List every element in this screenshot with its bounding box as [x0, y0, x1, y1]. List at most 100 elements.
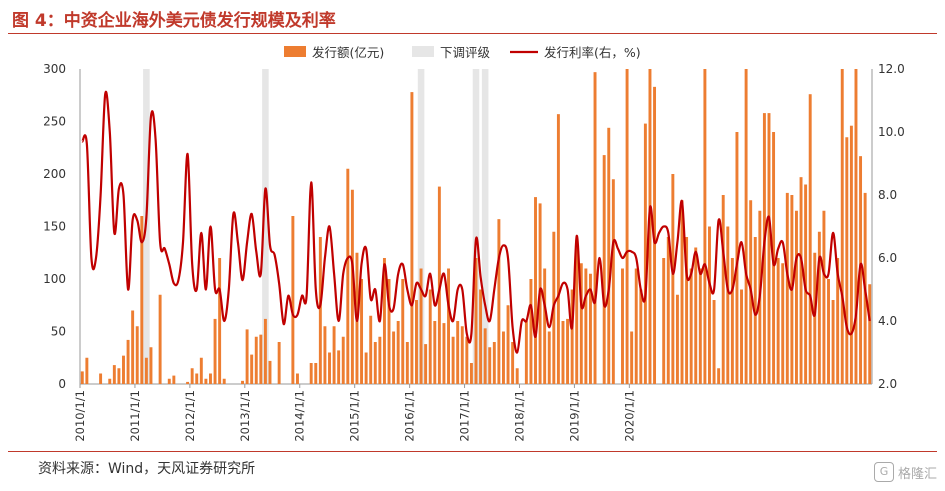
issuance-bar: [190, 368, 194, 384]
issuance-bar: [502, 331, 505, 384]
issuance-bar: [675, 294, 679, 384]
issuance-bar: [511, 342, 515, 384]
issuance-bar: [643, 123, 647, 384]
issuance-bar: [433, 321, 437, 384]
issuance-bar: [547, 331, 551, 384]
y-right-tick-label: 4.0: [878, 314, 897, 328]
issuance-bar: [566, 318, 570, 384]
issuance-bar: [593, 72, 597, 385]
issuance-bar: [382, 258, 386, 384]
issuance-bar: [149, 347, 153, 384]
issuance-bar: [263, 318, 267, 384]
issuance-bar: [845, 137, 849, 384]
issuance-bar: [254, 336, 258, 384]
legend-label: 下调评级: [440, 45, 491, 60]
x-tick-label: 2019/1/1: [567, 390, 581, 442]
issuance-bar: [708, 226, 711, 384]
y-left-tick-label: 200: [43, 167, 66, 181]
issuance-bar: [126, 339, 130, 384]
issuance-bar: [607, 127, 611, 385]
issuance-bar: [140, 216, 144, 384]
issuance-bar: [634, 268, 638, 384]
issuance-bar: [428, 289, 432, 384]
issuance-bar: [621, 268, 624, 384]
issuance-bar: [268, 360, 272, 384]
x-tick-label: 2018/1/1: [512, 390, 526, 442]
y-right-tick-label: 2.0: [878, 377, 897, 391]
issuance-bar: [122, 355, 125, 384]
issuance-bar: [318, 237, 322, 384]
issuance-bar: [108, 378, 112, 384]
issuance-bar: [570, 289, 574, 384]
issuance-bar: [479, 289, 483, 384]
x-tick-label: 2010/1/1: [73, 390, 87, 442]
y-right-tick-label: 8.0: [878, 188, 897, 202]
issuance-bar: [419, 268, 423, 384]
issuance-bar: [410, 92, 414, 384]
issuance-bar: [717, 368, 721, 384]
downgrade-band: [417, 69, 425, 384]
issuance-bar: [364, 352, 368, 384]
x-tick-label: 2015/1/1: [348, 390, 362, 442]
tick-labels: 0 50 100 150 200 250 300 2.0 4.0 6.0 8.0 10.0 12.0 20…: [43, 62, 905, 442]
issuance-bar: [625, 69, 629, 384]
issuance-bar: [337, 350, 341, 384]
legend-label: 发行利率(右，%): [544, 45, 641, 60]
issuance-bar: [584, 268, 588, 384]
issuance-bar: [277, 342, 281, 384]
issuance-bar: [144, 357, 148, 384]
issuance-bar: [694, 247, 698, 384]
issuance-bar: [85, 357, 89, 384]
issuance-bar: [460, 326, 464, 384]
issuance-bar: [588, 273, 592, 384]
y-left-tick-label: 150: [43, 220, 66, 234]
issuance-bar: [799, 177, 803, 384]
issuance-bar: [492, 342, 496, 384]
issuance-bar: [822, 210, 826, 384]
watermark: G 格隆汇: [873, 462, 937, 482]
x-tick-label: 2014/1/1: [293, 390, 307, 442]
issuance-bar: [836, 258, 840, 384]
issuance-bar: [648, 69, 652, 384]
issuance-bar: [186, 381, 190, 384]
issuance-bar: [666, 237, 670, 384]
issuance-bar: [369, 315, 373, 384]
issuance-bar: [314, 363, 318, 384]
issuance-bar: [158, 294, 162, 384]
issuance-bar: [534, 197, 537, 384]
downgrade-bands: [143, 69, 489, 384]
issuance-bar: [373, 342, 377, 384]
issuance-bar: [222, 378, 226, 384]
x-tick-label: 2011/1/1: [128, 390, 142, 442]
issuance-bar: [218, 258, 222, 384]
issuance-bar: [328, 352, 331, 384]
watermark-text: 格隆汇: [897, 466, 937, 482]
x-tick-label: 2020/1/1: [622, 390, 636, 442]
issuance-bar: [401, 279, 405, 384]
issuance-bar: [515, 368, 519, 384]
issuance-bar: [245, 329, 249, 384]
y-left-tick-label: 250: [43, 115, 66, 129]
issuance-bar: [671, 174, 675, 384]
issuance-bar: [387, 279, 391, 384]
issuance-bar: [250, 354, 254, 384]
legend-swatch-issuance: [284, 46, 306, 57]
y-right-tick-label: 10.0: [878, 125, 905, 139]
issuance-bar: [456, 321, 460, 384]
source-note: 资料来源：Wind，天风证券研究所: [38, 461, 256, 477]
issuance-bar: [753, 237, 757, 384]
issuance-bar: [213, 318, 217, 384]
footer-rule: [8, 451, 937, 452]
issuance-bar: [497, 219, 501, 384]
issuance-bar: [776, 258, 780, 384]
issuance-bar: [346, 168, 350, 384]
issuance-bar: [703, 69, 707, 384]
page-title: 图 4：中资企业海外美元债发行规模及利率: [12, 11, 336, 31]
issuance-bar: [785, 192, 789, 384]
issuance-bar: [840, 69, 844, 384]
downgrade-band: [262, 69, 269, 384]
issuance-bar: [204, 378, 208, 384]
y-left-tick-label: 100: [43, 272, 66, 286]
issuance-bar: [396, 321, 400, 384]
